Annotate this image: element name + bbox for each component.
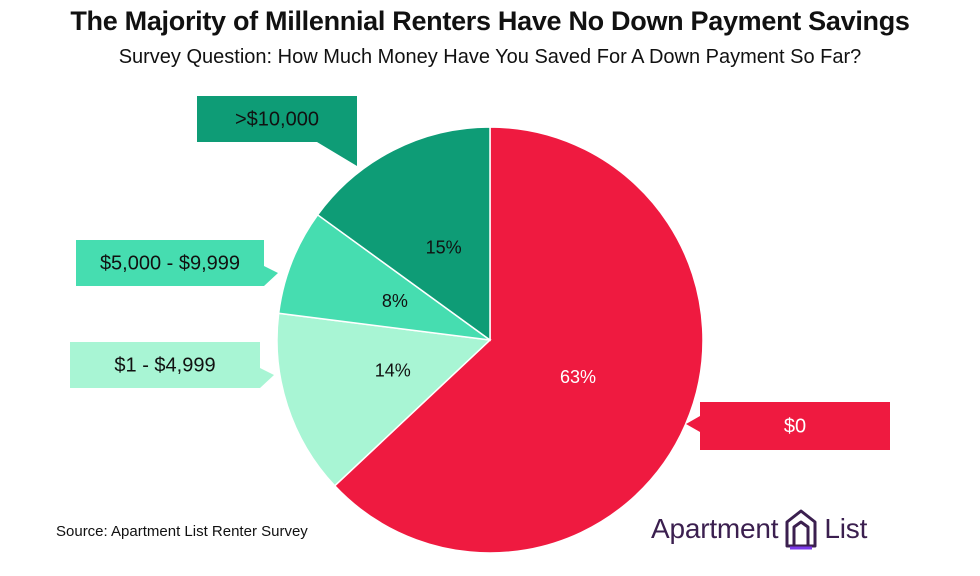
apartment-list-logo-icon (785, 509, 817, 550)
callout-5-000-9-999: $5,000 - $9,999 (76, 240, 278, 286)
pie-slice-10-000 (316, 126, 491, 342)
pie-slice-0 (333, 126, 704, 554)
logo-text-list: List (824, 513, 868, 544)
chart-subtitle: Survey Question: How Much Money Have You… (118, 46, 862, 68)
callout-label-10-000: >$10,000 (235, 108, 319, 130)
callout-label-5-000-9-999: $5,000 - $9,999 (100, 252, 240, 274)
pie-slice-5-000-9-999 (277, 213, 491, 341)
slice-value-label-0: 63% (560, 367, 596, 387)
logo-text-apartment: Apartment (651, 513, 779, 544)
chart-title: The Majority of Millennial Renters Have … (70, 6, 910, 36)
callout-1-4-999: $1 - $4,999 (70, 342, 274, 388)
pie-slice-1-4-999 (276, 312, 492, 487)
slice-value-label-1-4-999: 14% (375, 360, 411, 380)
apartment-list-logo: Apartment List (651, 507, 867, 551)
callout-10-000: >$10,000 (197, 96, 357, 166)
callout-label-1-4-999: $1 - $4,999 (114, 354, 215, 376)
slice-value-label-5-000-9-999: 8% (382, 291, 408, 311)
callout-label-0: $0 (784, 415, 806, 437)
callout-0: $0 (686, 402, 890, 450)
slice-value-label-10-000: 15% (426, 238, 462, 258)
source-note: Source: Apartment List Renter Survey (56, 523, 308, 540)
